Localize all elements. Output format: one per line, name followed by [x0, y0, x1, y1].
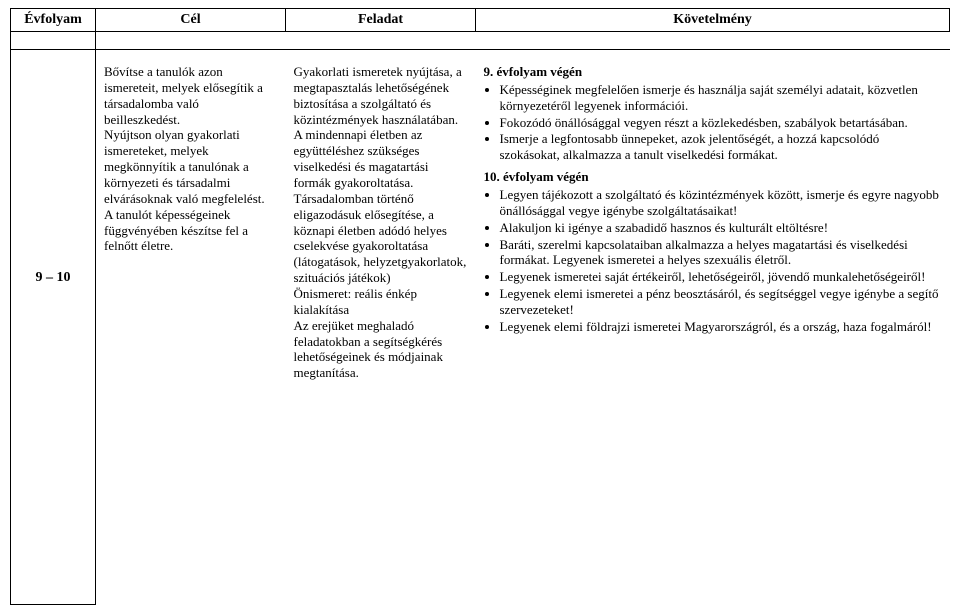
curriculum-table: Évfolyam Cél Feladat Követelmény 9 – 10 …	[10, 8, 950, 605]
feladat-p4: Önismeret: reális énkép kialakítása	[294, 286, 468, 318]
list-item: Képességinek megfelelően ismerje és hasz…	[500, 82, 942, 114]
kov-heading-9: 9. évfolyam végén	[484, 64, 583, 79]
kovetelmeny-cell: 9. évfolyam végén Képességinek megfelelő…	[476, 50, 950, 605]
list-item: Legyenek ismeretei saját értékeiről, leh…	[500, 269, 942, 285]
cel-p2: Nyújtson olyan gyakorlati ismereteket, m…	[104, 127, 278, 206]
list-item: Alakuljon ki igénye a szabadidő hasznos …	[500, 220, 942, 236]
kov-list-9: Képességinek megfelelően ismerje és hasz…	[484, 82, 942, 163]
feladat-p3: Társadalomban történő eligazodásuk előse…	[294, 191, 468, 286]
header-evfolyam: Évfolyam	[11, 9, 96, 32]
header-feladat: Feladat	[286, 9, 476, 32]
cel-p1: Bővítse a tanulók azon ismereteit, melye…	[104, 64, 278, 127]
grade-cell: 9 – 10	[11, 50, 96, 605]
list-item: Legyen tájékozott a szolgáltató és közin…	[500, 187, 942, 219]
feladat-cell: Gyakorlati ismeretek nyújtása, a megtapa…	[286, 50, 476, 605]
spacer-row	[11, 32, 950, 50]
list-item: Fokozódó önállósággal vegyen részt a köz…	[500, 115, 942, 131]
feladat-p5: Az erejüket meghaladó feladatokban a seg…	[294, 318, 468, 381]
list-item: Baráti, szerelmi kapcsolataiban alkalmaz…	[500, 237, 942, 269]
content-row: 9 – 10 Bővítse a tanulók azon ismereteit…	[11, 50, 950, 605]
header-kovetelmeny: Követelmény	[476, 9, 950, 32]
cel-p3: A tanulót képességeinek függvényében kés…	[104, 207, 278, 255]
cel-cell: Bővítse a tanulók azon ismereteit, melye…	[96, 50, 286, 605]
kov-list-10: Legyen tájékozott a szolgáltató és közin…	[484, 187, 942, 335]
list-item: Legyenek elemi földrajzi ismeretei Magya…	[500, 319, 942, 335]
feladat-p2: A mindennapi életben az együttéléshez sz…	[294, 127, 468, 190]
feladat-p1: Gyakorlati ismeretek nyújtása, a megtapa…	[294, 64, 468, 127]
list-item: Ismerje a legfontosabb ünnepeket, azok j…	[500, 131, 942, 163]
page: Évfolyam Cél Feladat Követelmény 9 – 10 …	[0, 0, 960, 615]
header-row: Évfolyam Cél Feladat Követelmény	[11, 9, 950, 32]
header-cel: Cél	[96, 9, 286, 32]
kov-heading-10: 10. évfolyam végén	[484, 169, 589, 184]
list-item: Legyenek elemi ismeretei a pénz beosztás…	[500, 286, 942, 318]
